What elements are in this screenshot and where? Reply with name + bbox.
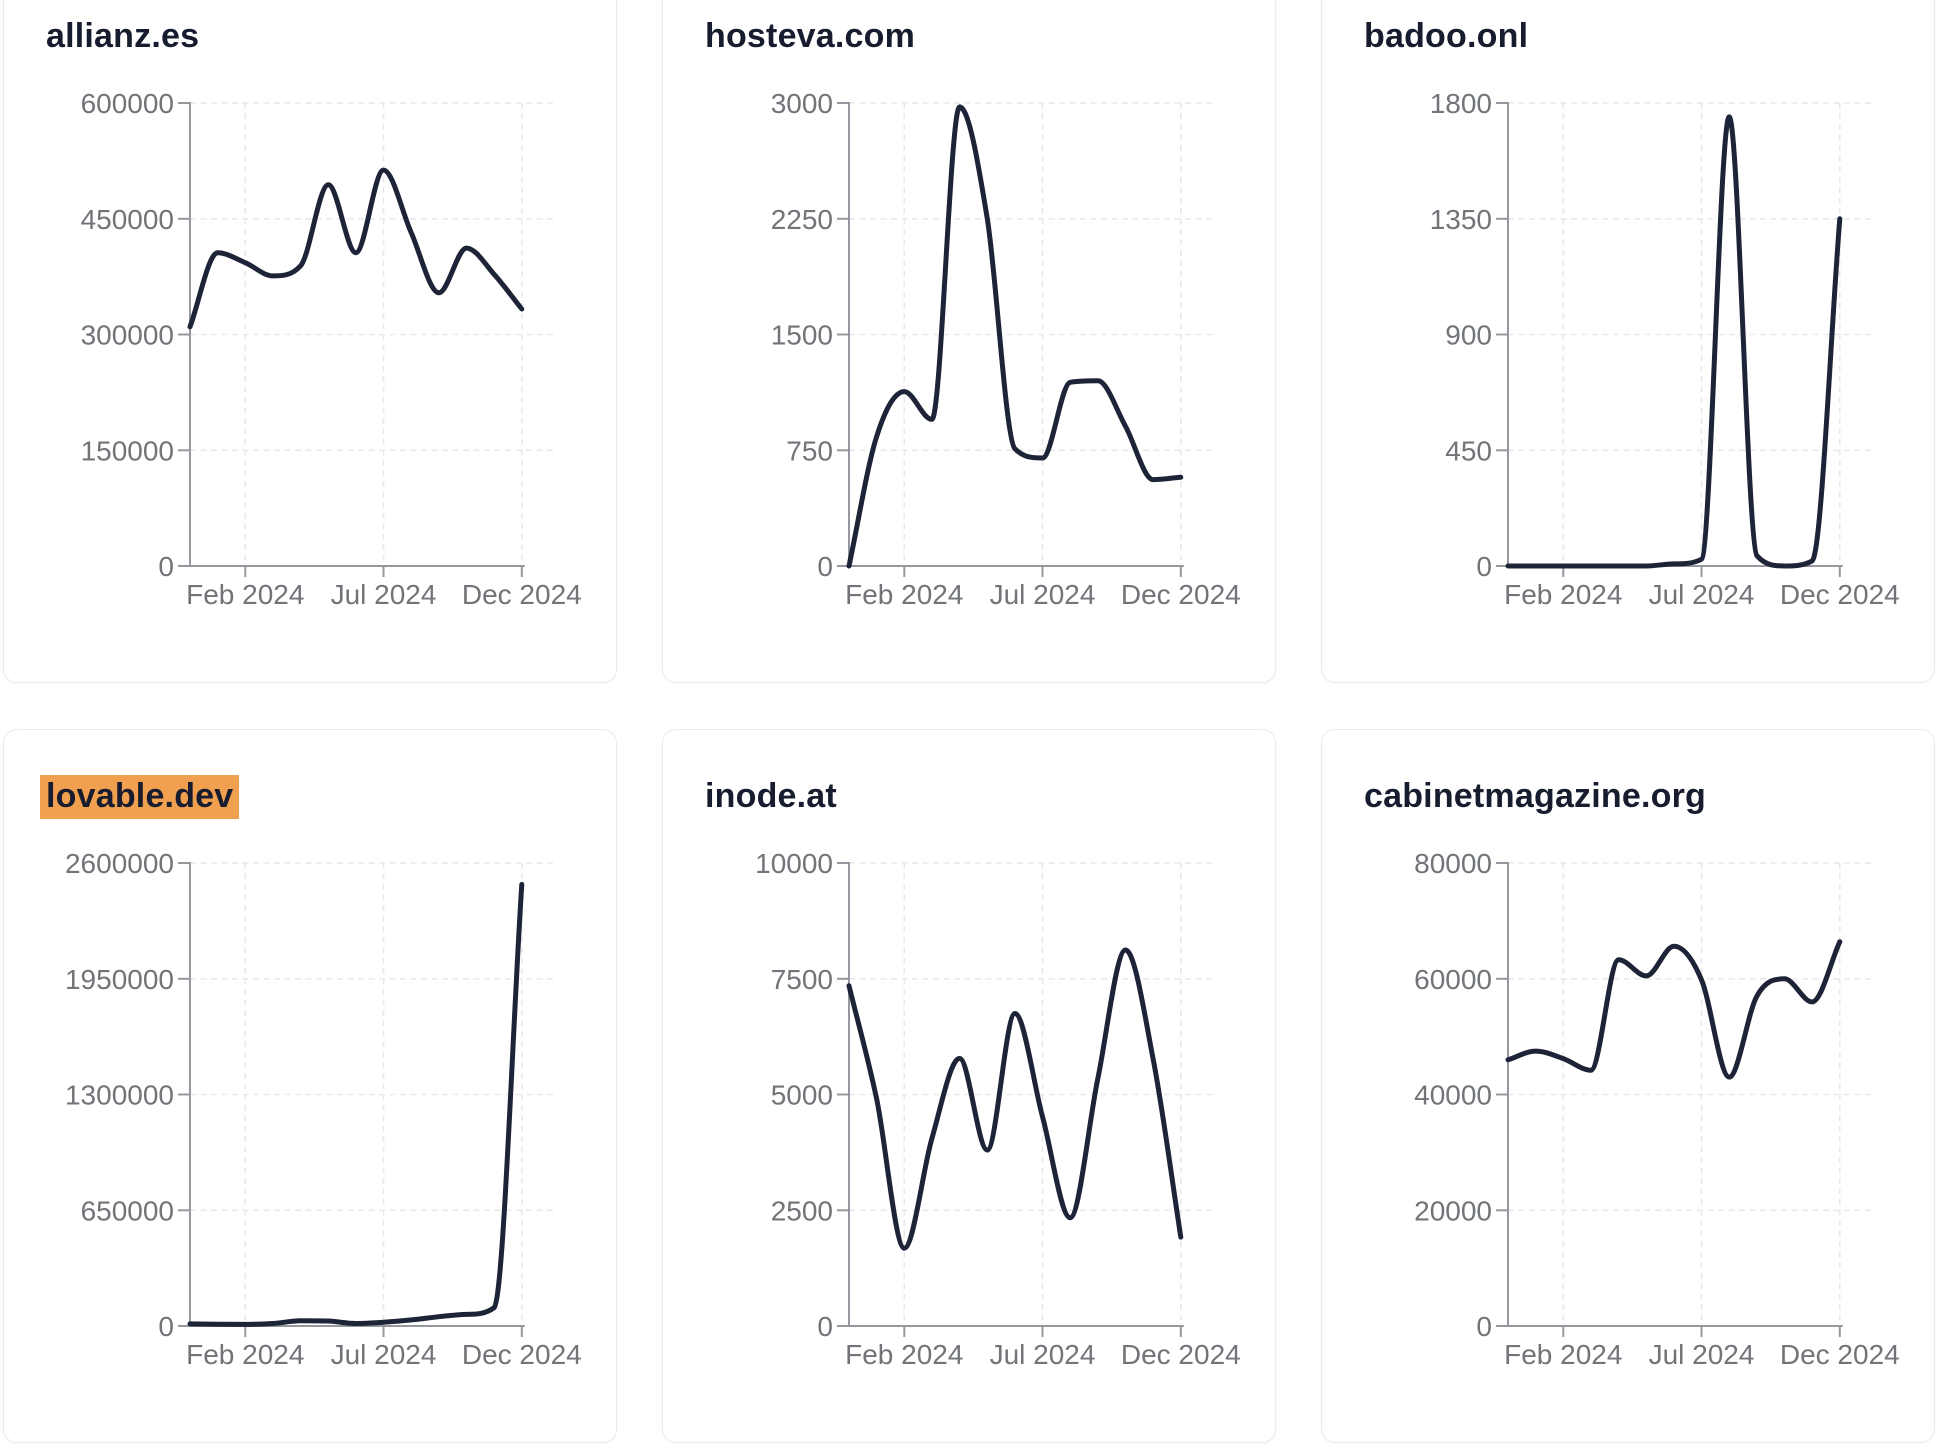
y-tick-label: 5000	[771, 1080, 833, 1111]
x-tick-label: Jul 2024	[1649, 579, 1755, 610]
y-tick-label: 2500	[771, 1195, 833, 1226]
card-title: hosteva.com	[705, 16, 915, 56]
x-tick-label: Dec 2024	[1121, 1339, 1241, 1370]
traffic-line-chart: 0 150000 300000 450000 600000 Feb 2024 Jul 202…	[81, 88, 582, 610]
y-tick-label: 600000	[81, 88, 174, 119]
y-tick-label: 450	[1445, 435, 1492, 466]
traffic-line-chart: 0 450 900 1350 1800 Feb 2024 Jul 2024 Dec 2024	[1430, 88, 1900, 610]
card-title-text: inode.at	[705, 777, 837, 815]
x-tick-label: Jul 2024	[331, 1339, 437, 1370]
x-tick-label: Feb 2024	[1504, 1339, 1622, 1370]
card-title-text: badoo.onl	[1364, 17, 1529, 55]
y-tick-label: 0	[1476, 1311, 1492, 1342]
traffic-line-chart: 0 2500 5000 7500 10000 Feb 2024 Jul 2024 Dec 20…	[755, 848, 1241, 1370]
x-tick-label: Dec 2024	[1780, 1339, 1900, 1370]
x-tick-label: Jul 2024	[331, 579, 437, 610]
y-tick-label: 80000	[1414, 848, 1492, 879]
y-tick-label: 0	[158, 1311, 174, 1342]
card-title: lovable.dev	[40, 775, 240, 819]
card-title-text: allianz.es	[46, 17, 200, 55]
card-title-text: cabinetmagazine.org	[1364, 777, 1706, 815]
x-tick-label: Dec 2024	[462, 1339, 582, 1370]
x-tick-label: Dec 2024	[1121, 579, 1241, 610]
card-title-text: hosteva.com	[705, 17, 916, 55]
y-tick-label: 0	[158, 551, 174, 582]
data-line	[1505, 114, 1843, 569]
domain-chart-card-cabinetmagazine-org: cabinetmagazine.org 0 20000 40000 60000 8000…	[1321, 729, 1935, 1443]
card-title: inode.at	[705, 776, 837, 816]
y-tick-label: 0	[817, 551, 833, 582]
data-line	[187, 881, 525, 1327]
y-tick-label: 0	[817, 1311, 833, 1342]
y-tick-label: 1500	[771, 320, 833, 351]
y-tick-label: 1800	[1430, 88, 1492, 119]
y-tick-label: 450000	[81, 204, 174, 235]
data-line	[846, 947, 1184, 1251]
y-tick-label: 1950000	[65, 964, 174, 995]
y-tick-label: 750	[786, 435, 833, 466]
y-tick-label: 3000	[771, 88, 833, 119]
y-tick-label: 2600000	[65, 848, 174, 879]
y-tick-label: 40000	[1414, 1080, 1492, 1111]
y-tick-label: 1300000	[65, 1080, 174, 1111]
traffic-line-chart: 0 650000 1300000 1950000 2600000 Feb 2024 Jul …	[65, 848, 582, 1370]
y-tick-label: 0	[1476, 551, 1492, 582]
y-tick-label: 60000	[1414, 964, 1492, 995]
x-tick-label: Jul 2024	[990, 1339, 1096, 1370]
y-tick-label: 150000	[81, 435, 174, 466]
x-tick-label: Feb 2024	[1504, 579, 1622, 610]
y-tick-label: 2250	[771, 204, 833, 235]
card-title: cabinetmagazine.org	[1364, 776, 1706, 816]
traffic-line-chart: 0 750 1500 2250 3000 Feb 2024 Jul 2024 Dec 2024	[771, 88, 1241, 610]
data-line	[187, 167, 525, 330]
x-tick-label: Feb 2024	[845, 1339, 963, 1370]
card-title: badoo.onl	[1364, 16, 1528, 56]
x-tick-label: Dec 2024	[462, 579, 582, 610]
card-title-text-highlighted: lovable.dev	[40, 775, 240, 819]
y-tick-label: 20000	[1414, 1195, 1492, 1226]
x-tick-label: Feb 2024	[186, 579, 304, 610]
y-tick-label: 300000	[81, 320, 174, 351]
y-tick-label: 10000	[755, 848, 833, 879]
card-title: allianz.es	[46, 16, 199, 56]
x-tick-label: Jul 2024	[990, 579, 1096, 610]
y-tick-label: 1350	[1430, 204, 1492, 235]
y-tick-label: 650000	[81, 1195, 174, 1226]
x-tick-label: Feb 2024	[186, 1339, 304, 1370]
x-tick-label: Dec 2024	[1780, 579, 1900, 610]
data-line	[846, 104, 1184, 569]
y-tick-label: 900	[1445, 320, 1492, 351]
domain-chart-card-lovable-dev: lovable.dev 0 650000 1300000 1950000 2600000…	[3, 729, 617, 1443]
domain-chart-card-badoo-onl: badoo.onl 0 450 900 1350 1800 Feb 2024 Jul 202…	[1321, 0, 1935, 683]
domain-chart-card-inode-at: inode.at 0 2500 5000 7500 10000 Feb 2024 Jul 2…	[662, 729, 1276, 1443]
y-tick-label: 7500	[771, 964, 833, 995]
domain-chart-card-allianz-es: allianz.es 0 150000 300000 450000 600000 Feb …	[3, 0, 617, 683]
data-line	[1505, 939, 1843, 1080]
x-tick-label: Jul 2024	[1649, 1339, 1755, 1370]
domain-chart-card-hosteva-com: hosteva.com 0 750 1500 2250 3000 Feb 2024 Jul …	[662, 0, 1276, 683]
traffic-line-chart: 0 20000 40000 60000 80000 Feb 2024 Jul 2024 Dec…	[1414, 848, 1900, 1370]
x-tick-label: Feb 2024	[845, 579, 963, 610]
